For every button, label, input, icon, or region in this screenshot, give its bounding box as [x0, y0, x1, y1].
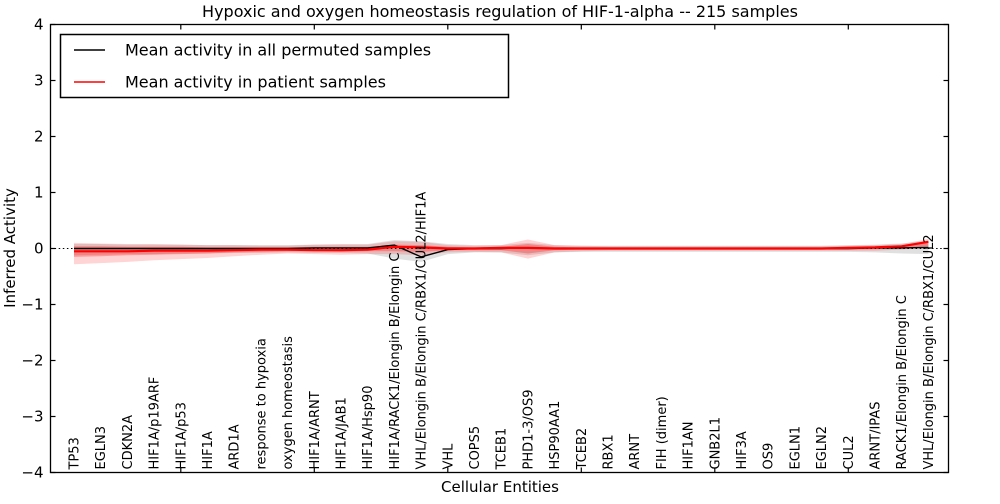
x-category-label: HIF1A [201, 431, 216, 469]
x-category-label: RBX1 [602, 434, 617, 469]
chart-title: Hypoxic and oxygen homeostasis regulatio… [202, 2, 798, 21]
x-category-label: HIF1A/p53 [174, 402, 189, 469]
x-category-label: EGLN1 [788, 426, 803, 470]
y-tick-label: 2 [34, 128, 44, 146]
y-axis-label: Inferred Activity [1, 188, 19, 308]
x-category-label: OS9 [762, 443, 777, 470]
x-category-label: HIF3A [735, 431, 750, 469]
x-category-label: VHL [441, 443, 456, 470]
x-category-label: HIF1A/RACK1/Elongin B/Elongin C [388, 253, 403, 470]
x-category-label: TP53 [68, 437, 83, 470]
x-category-label: HIF1A/JAB1 [335, 397, 350, 469]
y-tick-label: 1 [34, 184, 44, 202]
y-tick-label: −1 [21, 296, 43, 314]
x-category-label: COPS5 [468, 426, 483, 470]
x-category-label: ARNT/IPAS [869, 402, 884, 470]
x-category-label: oxygen homeostasis [281, 336, 296, 470]
legend: Mean activity in all permuted samples Me… [59, 33, 510, 99]
y-tick-label: −3 [21, 408, 43, 426]
permuted-std-band [74, 240, 929, 262]
legend-box [59, 33, 510, 99]
x-category-label: RACK1/Elongin B/Elongin C [895, 295, 910, 469]
y-tick-label: −2 [21, 352, 43, 370]
x-category-label: HIF1AN [682, 422, 697, 470]
patient-mean-line [74, 240, 929, 253]
x-category-label: PHD1-3/OS9 [521, 390, 536, 470]
x-category-label: EGLN3 [94, 426, 109, 470]
y-tick-label: −4 [21, 464, 43, 482]
x-category-label: TCEB1 [495, 428, 510, 471]
x-category-label: GNB2L1 [708, 417, 723, 470]
x-category-label: ARD1A [228, 424, 243, 469]
x-category-label: response to hypoxia [254, 338, 269, 469]
axes-layer: −4 −3 −2 −1 0 1 2 3 4 [21, 16, 950, 482]
x-category-label: ARNT [628, 434, 643, 470]
x-category-label: HIF1A/p19ARF [148, 377, 163, 470]
lines-layer [50, 240, 949, 258]
column-labels-layer: TP53 EGLN3 CDKN2A HIF1A/p19ARF HIF1A/p53 HIF1… [68, 192, 937, 471]
x-category-label: CUL2 [842, 435, 857, 469]
y-tick-label: 4 [34, 16, 44, 34]
legend-label-permuted: Mean activity in all permuted samples [125, 41, 431, 60]
x-category-label: FIH (dimer) [655, 396, 670, 469]
legend-label-patient: Mean activity in patient samples [125, 73, 386, 92]
x-category-label: CDKN2A [121, 415, 136, 470]
x-category-label: HSP90AA1 [548, 401, 563, 470]
x-category-label: VHL/Elongin B/Elongin C/RBX1/CUL2 [922, 234, 937, 469]
x-category-label: VHL/Elongin B/Elongin C/RBX1/CUL2/HIF1A [415, 192, 430, 470]
x-category-label: HIF1A/Hsp90 [361, 386, 376, 470]
x-category-label: EGLN2 [815, 426, 830, 470]
y-tick-label: 0 [34, 240, 44, 258]
x-category-label: TCEB2 [575, 428, 590, 471]
x-category-label: HIF1A/ARNT [308, 391, 323, 469]
x-axis-label: Cellular Entities [441, 478, 559, 496]
patient-std-band-outer [74, 239, 929, 265]
y-tick-label: 3 [34, 72, 44, 90]
